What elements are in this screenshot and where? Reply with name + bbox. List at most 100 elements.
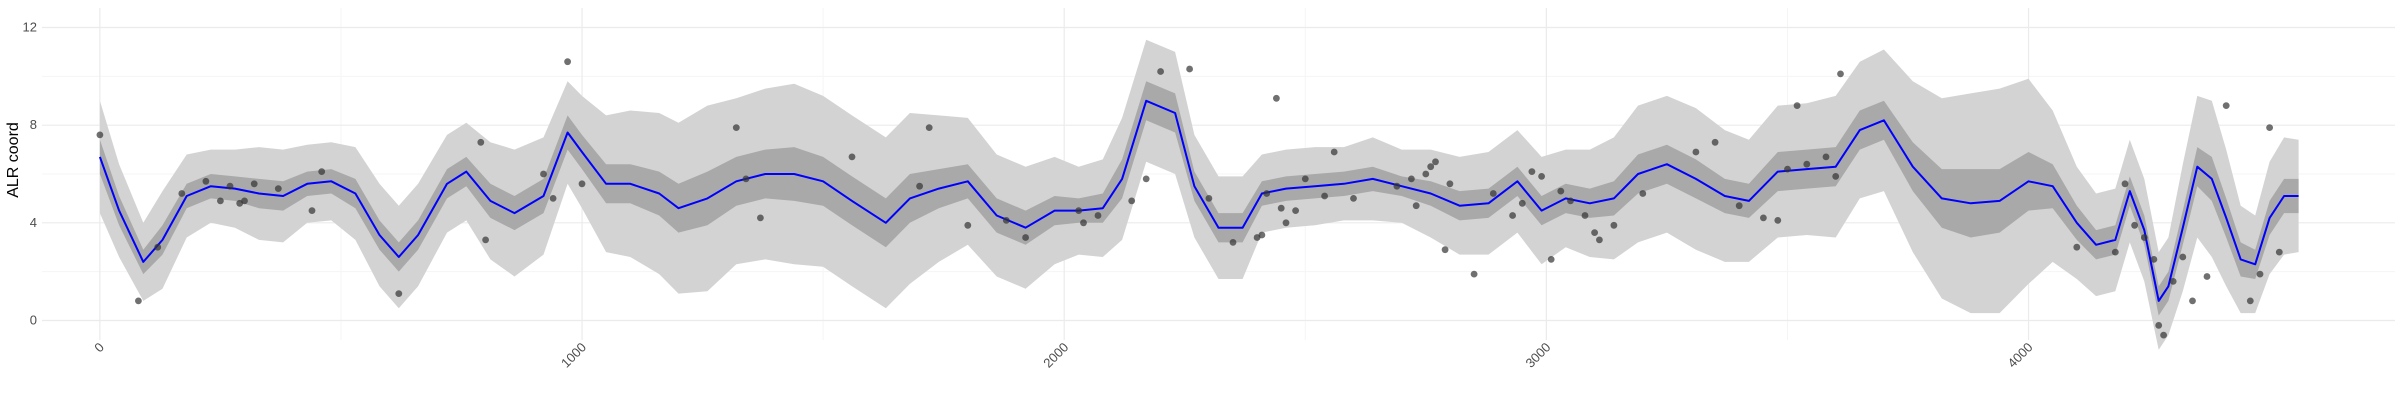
data-point: [1489, 190, 1497, 197]
data-point: [2150, 256, 2158, 263]
data-point: [274, 185, 282, 193]
data-point: [848, 153, 856, 161]
data-point: [395, 290, 403, 297]
data-point: [2140, 234, 2148, 241]
data-point: [2160, 331, 2168, 339]
data-point: [2131, 221, 2139, 229]
data-point: [1094, 212, 1102, 219]
data-point: [1301, 175, 1309, 183]
data-point: [1282, 219, 1290, 227]
data-point: [2256, 270, 2264, 278]
y-tick-label: 4: [30, 215, 37, 230]
data-point: [1774, 217, 1782, 224]
data-point: [742, 175, 750, 183]
data-point: [1422, 170, 1430, 178]
data-point: [578, 180, 586, 188]
data-point: [308, 207, 316, 215]
data-point: [1075, 207, 1083, 215]
data-point: [1538, 173, 1545, 180]
data-point: [1142, 175, 1150, 183]
data-point: [1793, 102, 1801, 109]
data-point: [2189, 297, 2196, 305]
data-point: [732, 124, 740, 131]
x-tick-label: 0: [91, 340, 107, 356]
x-tick-label: 3000: [1522, 340, 1553, 371]
data-point: [2179, 253, 2187, 261]
data-point: [1446, 180, 1454, 188]
data-point: [2275, 248, 2283, 256]
x-tick-label: 1000: [558, 340, 589, 371]
data-point: [1022, 234, 1029, 241]
data-point: [1557, 187, 1565, 195]
data-point: [477, 138, 485, 146]
data-point: [964, 221, 972, 229]
data-point: [1330, 148, 1338, 156]
data-point: [2203, 273, 2211, 280]
data-point: [540, 170, 547, 178]
data-point: [1350, 195, 1357, 202]
data-point: [1711, 138, 1719, 146]
data-point: [202, 177, 210, 185]
data-point: [1639, 190, 1647, 197]
data-point: [757, 214, 764, 222]
data-point: [178, 190, 186, 197]
data-point: [2222, 102, 2230, 109]
data-point: [226, 182, 234, 190]
y-tick-label: 0: [30, 312, 37, 327]
data-point: [1128, 197, 1136, 205]
observation-points: [96, 58, 2283, 339]
data-point: [1273, 94, 1280, 102]
data-point: [1837, 70, 1844, 78]
data-point: [1596, 236, 1603, 244]
data-point: [1277, 204, 1285, 212]
data-point: [2246, 297, 2254, 305]
data-point: [1408, 175, 1415, 183]
y-tick-label: 12: [23, 20, 37, 35]
data-point: [2111, 248, 2119, 256]
data-point: [1581, 212, 1589, 219]
data-point: [1321, 192, 1328, 200]
data-point: [135, 297, 142, 305]
data-point: [1157, 68, 1164, 75]
data-point: [1784, 165, 1791, 173]
data-point: [250, 180, 258, 188]
data-point: [1610, 221, 1618, 229]
data-point: [1822, 153, 1830, 161]
data-point: [1186, 65, 1193, 73]
y-tick-label: 8: [30, 117, 37, 132]
data-point: [1258, 231, 1266, 239]
mean-line: [98, 99, 2299, 302]
data-point: [1528, 168, 1536, 176]
data-point: [1518, 199, 1526, 207]
inner-band: [99, 81, 2299, 316]
data-point: [1547, 256, 1555, 263]
y-axis-tick-labels: 0 4 8 12: [23, 20, 37, 328]
data-point: [1735, 202, 1743, 210]
data-point: [925, 124, 933, 131]
data-point: [1591, 229, 1598, 237]
data-point: [1567, 197, 1574, 205]
x-axis-tick-labels: 0 1000 2000 3000 4000: [91, 340, 2035, 371]
data-point: [1760, 214, 1767, 222]
data-point: [2155, 322, 2163, 329]
data-point: [2169, 278, 2177, 285]
data-point: [1470, 270, 1478, 278]
data-point: [1832, 173, 1840, 180]
y-axis-title: ALR coord: [5, 122, 22, 198]
data-point: [482, 236, 489, 244]
data-point: [1393, 182, 1401, 190]
data-point: [2121, 180, 2129, 188]
data-point: [1292, 207, 1299, 215]
x-tick-label: 4000: [2005, 340, 2036, 371]
data-point: [318, 168, 326, 176]
data-point: [1205, 195, 1213, 202]
data-point: [2073, 243, 2081, 251]
data-point: [1229, 239, 1237, 246]
data-point: [1509, 212, 1516, 219]
data-point: [1002, 217, 1010, 224]
data-point: [217, 197, 224, 205]
data-point: [1692, 148, 1700, 156]
data-point: [241, 197, 248, 205]
data-point: [2266, 124, 2274, 131]
